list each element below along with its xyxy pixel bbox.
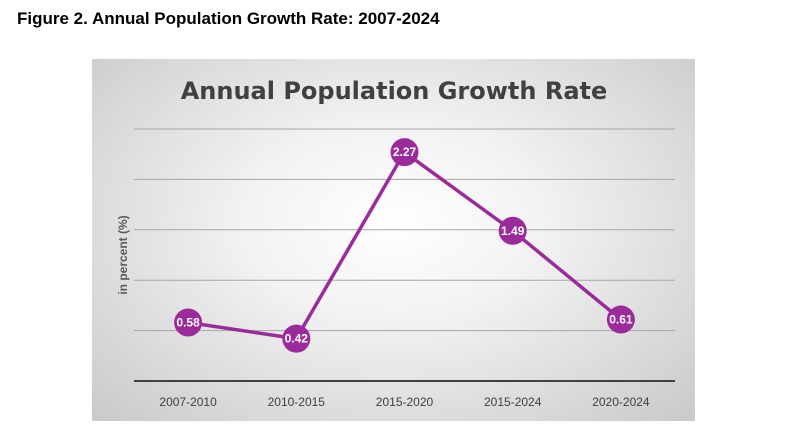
series: 0.58 0.42 2.27 1.49 0.61 (174, 138, 635, 353)
data-point (390, 138, 419, 167)
data-point (606, 305, 635, 334)
series-line (187, 150, 623, 341)
data-label: 2.27 (393, 145, 417, 159)
data-label: 0.58 (176, 316, 200, 330)
x-tick-label: 2010-2015 (268, 395, 326, 409)
y-axis-label: in percent (%) (116, 215, 130, 294)
chart-title: Annual Population Growth Rate (181, 77, 608, 105)
data-label: 1.49 (501, 224, 525, 238)
line-chart: Annual Population Growth Rate in percent… (116, 77, 675, 409)
data-point (174, 308, 203, 337)
data-label: 0.42 (285, 332, 309, 346)
data-point (498, 216, 527, 245)
data-point (282, 324, 311, 353)
x-tick-label: 2020-2024 (592, 395, 650, 409)
x-tick-label: 2007-2010 (159, 395, 217, 409)
chart-area: Annual Population Growth Rate in percent… (92, 59, 695, 421)
x-axis-ticks: 2007-2010 2010-2015 2015-2020 2015-2024 2020… (159, 395, 650, 409)
figure-caption: Figure 2. Annual Population Growth Rate:… (17, 9, 440, 28)
x-tick-label: 2015-2024 (484, 395, 542, 409)
x-tick-label: 2015-2020 (376, 395, 434, 409)
gridlines (134, 128, 675, 382)
data-label: 0.61 (609, 313, 633, 327)
